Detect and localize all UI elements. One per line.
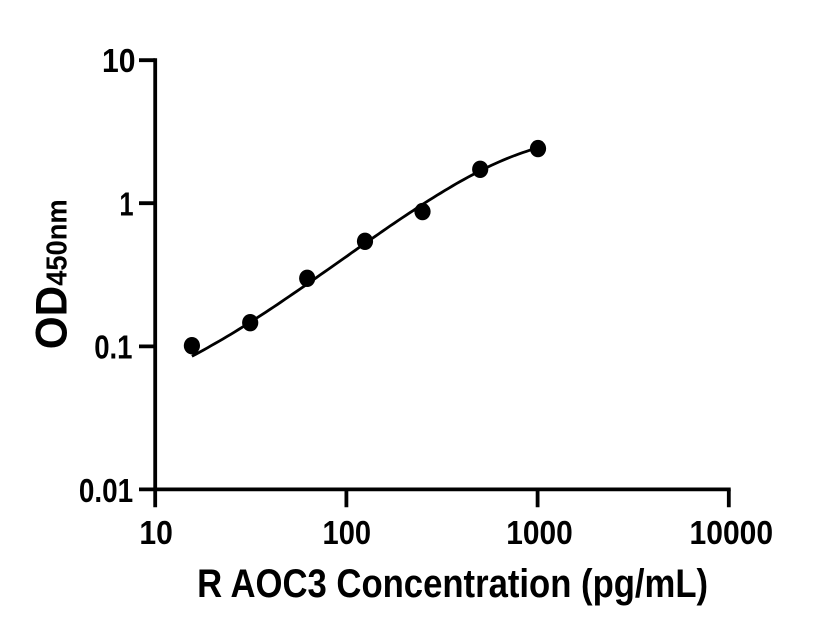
svg-text:R AOC3 Concentration (pg/mL): R AOC3 Concentration (pg/mL) — [197, 562, 708, 606]
svg-text:1: 1 — [119, 185, 133, 222]
svg-text:0.01: 0.01 — [79, 472, 133, 509]
svg-text:10: 10 — [102, 42, 136, 79]
svg-text:0.1: 0.1 — [94, 328, 132, 365]
svg-text:10000: 10000 — [690, 514, 774, 551]
svg-text:10: 10 — [139, 514, 173, 551]
svg-text:1000: 1000 — [506, 514, 573, 551]
svg-text:OD450nm: OD450nm — [27, 199, 76, 349]
svg-text:100: 100 — [323, 514, 372, 551]
